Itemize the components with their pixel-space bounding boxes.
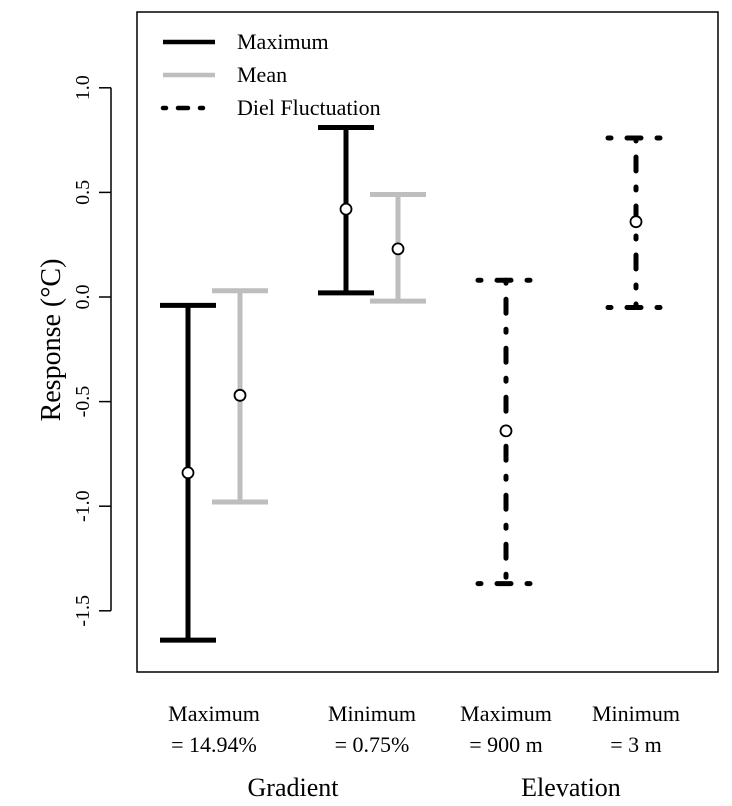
error-bar-maximum [318, 125, 374, 296]
mean-point [181, 466, 195, 480]
y-tick-label: -1.5 [72, 595, 94, 627]
y-tick-label: 1.0 [72, 75, 94, 100]
category-label-line1: Maximum [460, 701, 552, 726]
error-bar-diel-fluctuation [475, 277, 537, 587]
legend-entry: Maximum [163, 29, 329, 54]
y-tick-label: 0.0 [72, 285, 94, 310]
mean-point [339, 202, 353, 216]
error-bar-mean [370, 191, 426, 304]
mean-point [499, 424, 513, 438]
category-label-line2: = 900 m [469, 732, 543, 757]
legend-label: Diel Fluctuation [237, 95, 381, 120]
group-label: Gradient [248, 773, 340, 802]
category-label-line1: Minimum [328, 701, 416, 726]
x-axis-labels: Maximum = 14.94% Minimum = 0.75% Maximum = 90… [168, 701, 680, 802]
category-label-line1: Minimum [592, 701, 680, 726]
error-bar-diel-fluctuation [605, 135, 667, 310]
category-label-line2: = 0.75% [335, 732, 410, 757]
legend-label: Maximum [237, 29, 329, 54]
y-tick-label: -1.0 [72, 490, 94, 522]
mean-point [629, 215, 643, 229]
y-axis: -1.5 -1.0 -0.5 0.0 0.5 1.0 [72, 75, 112, 627]
legend-entry: Diel Fluctuation [160, 95, 381, 120]
category-label-line1: Maximum [168, 701, 260, 726]
mean-point [233, 388, 247, 402]
category-label-line2: = 14.94% [171, 732, 257, 757]
error-bar-maximum [160, 302, 216, 643]
group-label: Elevation [521, 773, 621, 802]
category-label-line2: = 3 m [610, 732, 662, 757]
y-axis-label: Response (°C) [36, 259, 67, 422]
legend: Maximum Mean Diel Fluctuation [160, 29, 381, 120]
plot-frame [136, 11, 719, 673]
legend-label: Mean [237, 62, 287, 87]
y-tick-label: -0.5 [72, 386, 94, 418]
y-tick-label: 0.5 [72, 180, 94, 205]
error-bar-mean [212, 288, 268, 505]
mean-point [391, 242, 405, 256]
error-bars [160, 125, 667, 643]
legend-entry: Mean [163, 62, 287, 87]
